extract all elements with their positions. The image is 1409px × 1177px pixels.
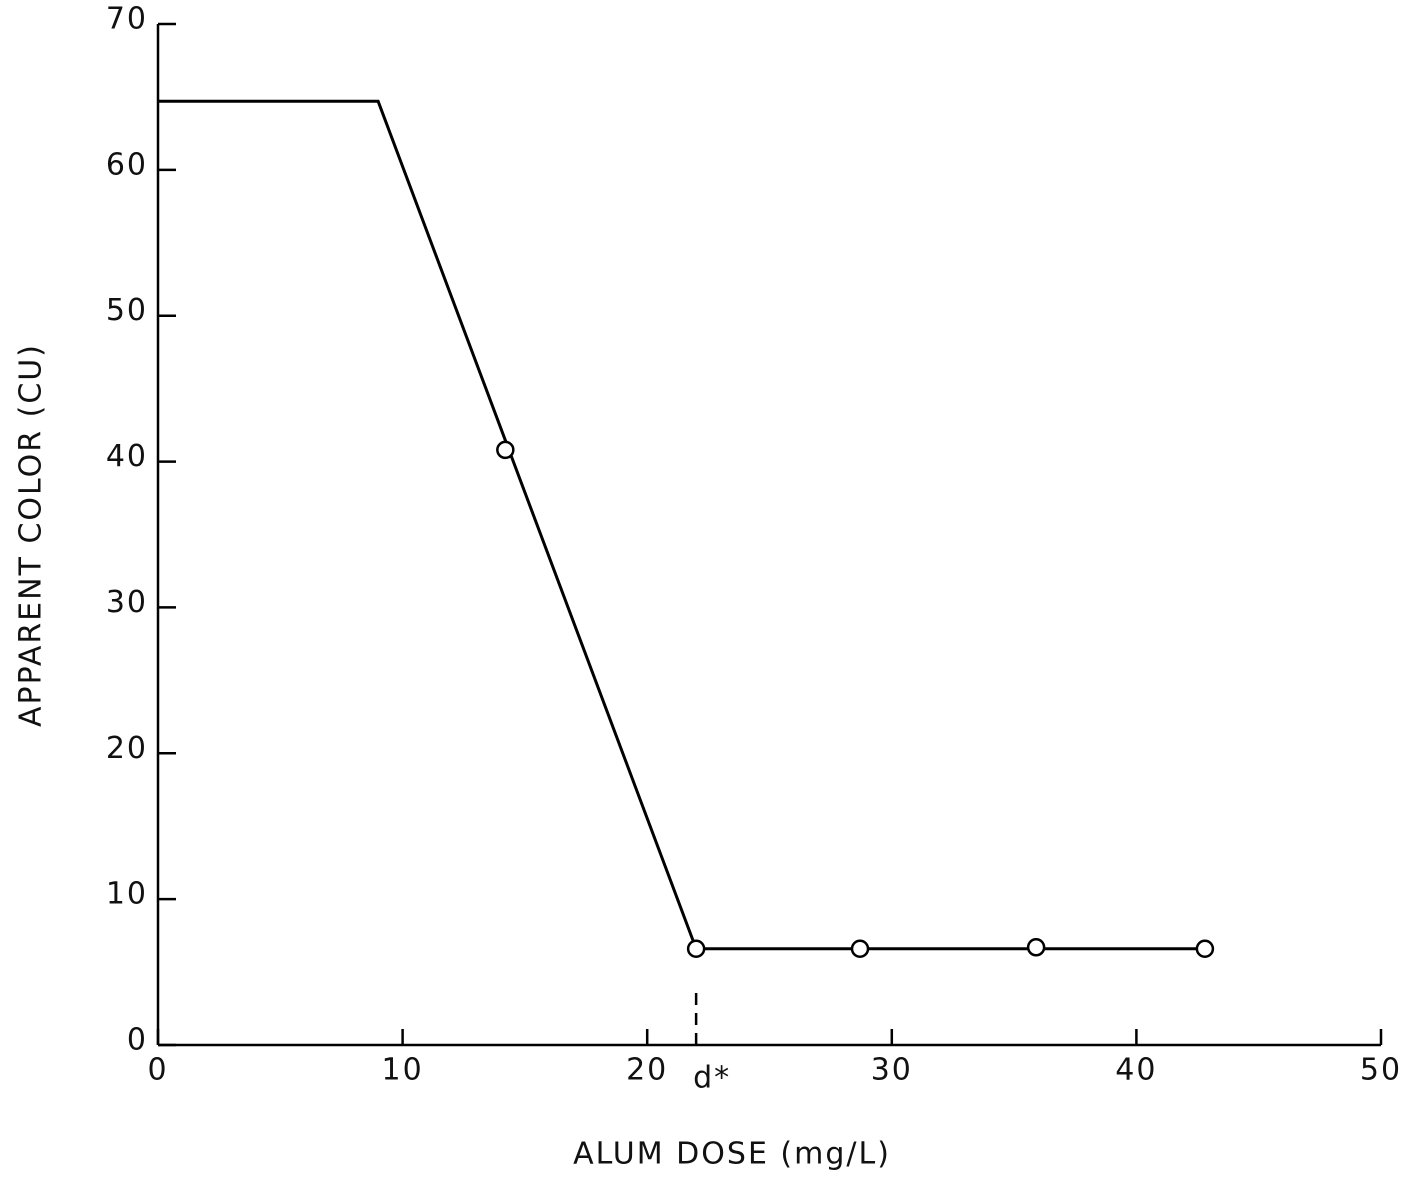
y-tick-label: 30 bbox=[106, 585, 148, 620]
x-tick-label: 20 bbox=[626, 1053, 668, 1088]
y-axis-label: APPARENT COLOR (CU) bbox=[14, 343, 49, 727]
data-point bbox=[1195, 939, 1215, 958]
y-tick-label: 70 bbox=[106, 2, 148, 37]
x-tick-label: 30 bbox=[871, 1053, 913, 1088]
y-tick-label: 0 bbox=[127, 1023, 148, 1058]
data-point bbox=[686, 939, 706, 958]
y-tick-label: 50 bbox=[106, 293, 148, 328]
data-point bbox=[850, 939, 870, 958]
data-point bbox=[1026, 938, 1046, 957]
x-tick-label: 0 bbox=[147, 1053, 168, 1088]
x-tick-label: 40 bbox=[1115, 1053, 1157, 1088]
x-axis-label: ALUM DOSE (mg/L) bbox=[573, 1137, 891, 1172]
y-tick-label: 20 bbox=[106, 731, 148, 766]
x-tick-label: 10 bbox=[382, 1053, 424, 1088]
annotation-label: d* bbox=[693, 1061, 731, 1096]
data-point bbox=[496, 440, 515, 460]
y-tick-label: 40 bbox=[106, 439, 148, 474]
y-tick-label: 10 bbox=[106, 877, 148, 912]
y-tick-label: 60 bbox=[106, 147, 148, 182]
data-line bbox=[158, 99, 1205, 951]
x-tick-label: 50 bbox=[1360, 1053, 1402, 1088]
